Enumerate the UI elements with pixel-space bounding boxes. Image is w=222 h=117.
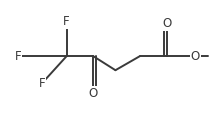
Text: O: O: [191, 50, 200, 63]
Text: F: F: [14, 50, 21, 63]
Text: O: O: [162, 17, 171, 30]
Text: F: F: [39, 77, 46, 90]
Text: O: O: [89, 87, 98, 100]
Text: F: F: [63, 15, 70, 28]
